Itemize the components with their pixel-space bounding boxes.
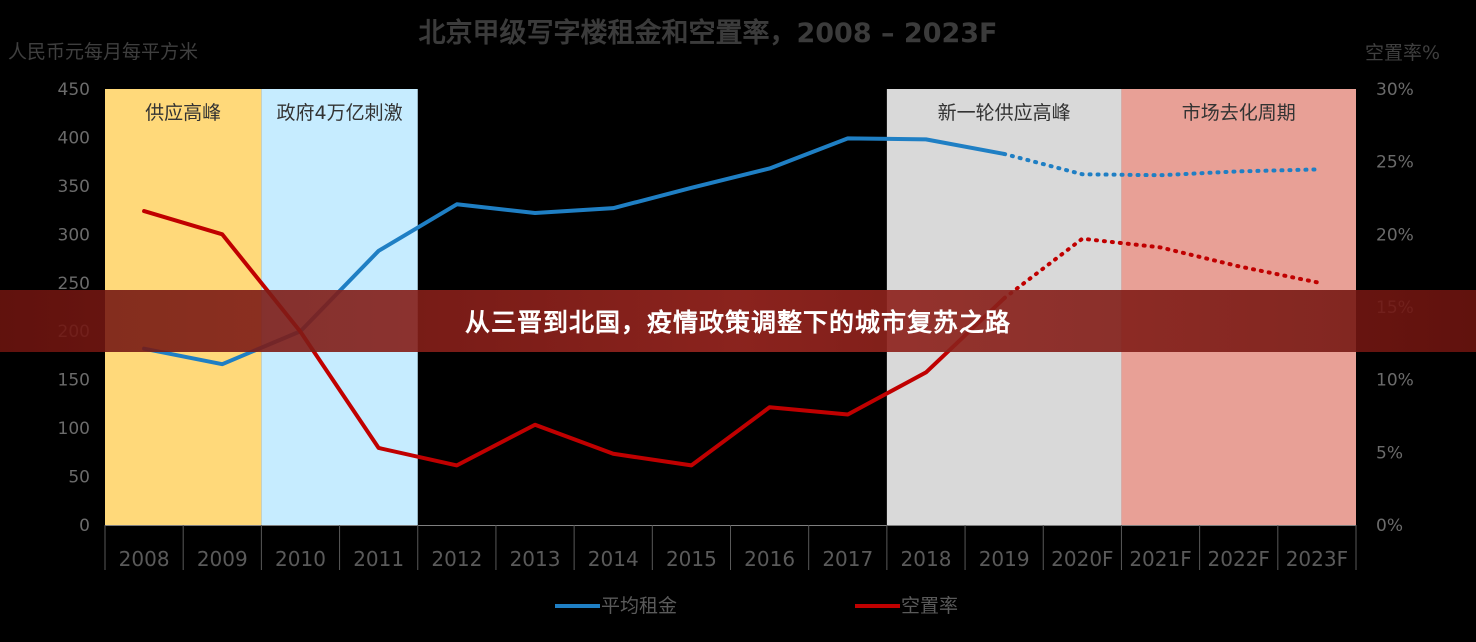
legend-label: 空置率 bbox=[901, 595, 958, 617]
x-tick-label: 2022F bbox=[1208, 547, 1270, 571]
x-tick-label: 2015 bbox=[666, 547, 717, 571]
legend-label: 平均租金 bbox=[601, 595, 677, 617]
x-tick-label: 2013 bbox=[510, 547, 561, 571]
x-tick-label: 2017 bbox=[822, 547, 873, 571]
y-left-tick-label: 0 bbox=[79, 516, 90, 536]
x-tick-label: 2010 bbox=[275, 547, 326, 571]
period-band-label: 供应高峰 bbox=[145, 102, 221, 124]
y-left-tick-label: 300 bbox=[58, 225, 90, 245]
x-tick-label: 2020F bbox=[1051, 547, 1113, 571]
y-left-tick-label: 400 bbox=[58, 128, 90, 148]
chart-title: 北京甲级写字楼租金和空置率，2008 – 2023F bbox=[418, 17, 997, 49]
y-right-tick-label: 10% bbox=[1376, 371, 1414, 391]
period-band-label: 新一轮供应高峰 bbox=[938, 102, 1071, 124]
y-right-tick-label: 30% bbox=[1376, 80, 1414, 100]
y-right-tick-label: 0% bbox=[1376, 516, 1403, 536]
period-band-label: 政府4万亿刺激 bbox=[277, 102, 403, 124]
y-left-tick-label: 100 bbox=[58, 419, 90, 439]
overlay-banner: 从三晋到北国，疫情政策调整下的城市复苏之路 bbox=[0, 290, 1476, 352]
y-right-tick-label: 25% bbox=[1376, 153, 1414, 173]
y-right-tick-label: 5% bbox=[1376, 443, 1403, 463]
x-tick-label: 2021F bbox=[1129, 547, 1191, 571]
banner-text: 从三晋到北国，疫情政策调整下的城市复苏之路 bbox=[464, 308, 1011, 337]
y-left-tick-label: 250 bbox=[58, 274, 90, 294]
x-tick-label: 2012 bbox=[431, 547, 482, 571]
y-right-axis-title: 空置率% bbox=[1365, 42, 1440, 64]
x-tick-label: 2019 bbox=[979, 547, 1030, 571]
x-tick-label: 2014 bbox=[588, 547, 639, 571]
x-tick-label: 2009 bbox=[197, 547, 248, 571]
y-left-tick-label: 50 bbox=[68, 468, 90, 488]
period-band-label: 市场去化周期 bbox=[1182, 102, 1296, 124]
y-left-axis-title: 人民币元每月每平方米 bbox=[8, 41, 198, 63]
y-left-tick-label: 350 bbox=[58, 177, 90, 197]
x-tick-label: 2011 bbox=[353, 547, 404, 571]
x-tick-label: 2018 bbox=[901, 547, 952, 571]
x-tick-label: 2023F bbox=[1286, 547, 1348, 571]
x-tick-label: 2008 bbox=[119, 547, 170, 571]
y-right-tick-label: 20% bbox=[1376, 225, 1414, 245]
x-tick-label: 2016 bbox=[744, 547, 795, 571]
y-left-tick-label: 450 bbox=[58, 80, 90, 100]
y-left-tick-label: 150 bbox=[58, 371, 90, 391]
